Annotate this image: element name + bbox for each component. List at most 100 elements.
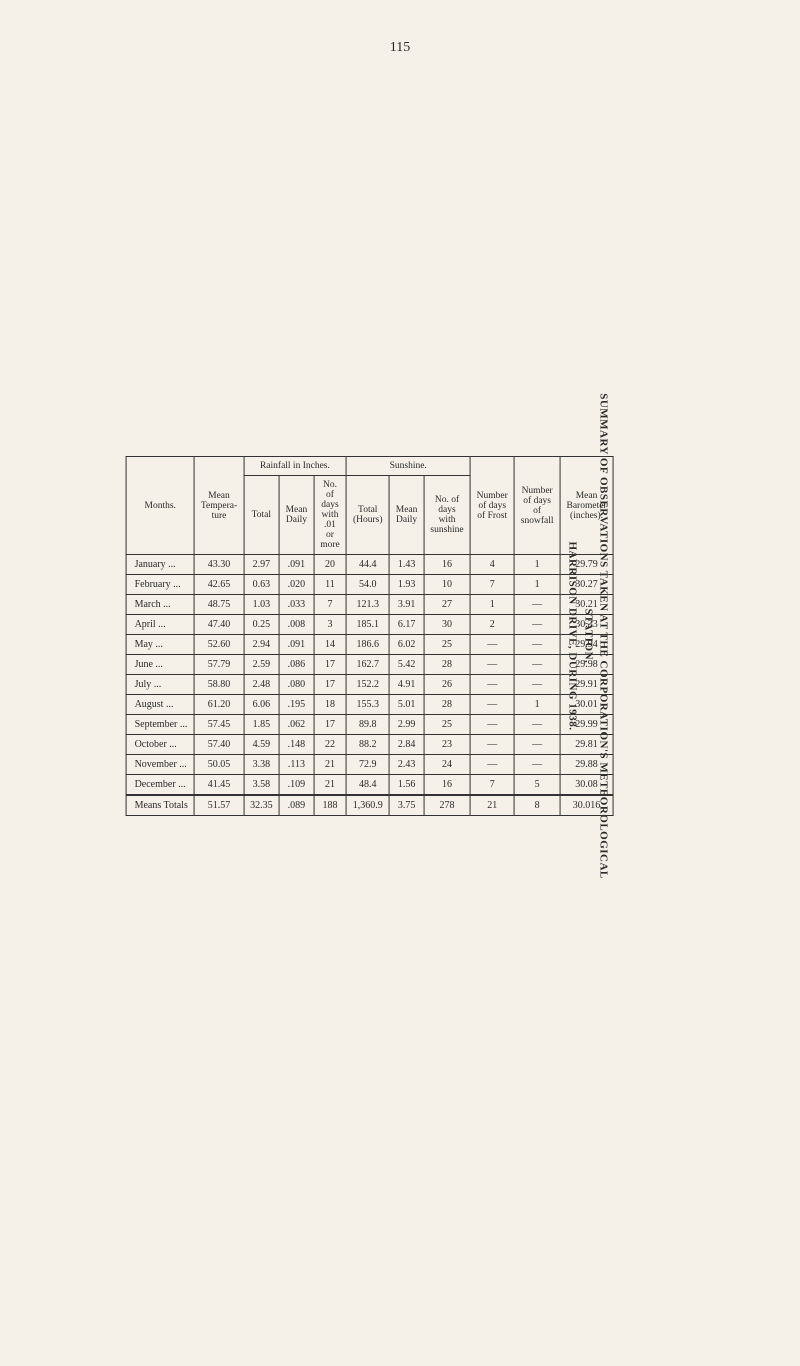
cell-sun_days: 28 (424, 695, 470, 715)
cell-month: April ... (126, 615, 194, 635)
page-number: 115 (60, 40, 740, 56)
col-sun-days: No. of days with sunshine (424, 476, 470, 555)
cell-snow: 5 (514, 775, 560, 796)
cell-month: September ... (126, 715, 194, 735)
table-row: June ...57.792.59.08617162.75.4228——29.9… (126, 655, 613, 675)
cell-frost: — (470, 755, 514, 775)
cell-rf_days: 17 (314, 715, 347, 735)
cell-temp: 57.79 (194, 655, 243, 675)
col-rf-total: Total (243, 476, 279, 555)
cell-rf_days: 14 (314, 635, 347, 655)
cell-rf_daily: .148 (279, 735, 314, 755)
cell-sun_daily: 6.17 (389, 615, 424, 635)
cell-frost: — (470, 655, 514, 675)
cell-rf_total: 3.38 (243, 755, 279, 775)
cell-sun_days: 23 (424, 735, 470, 755)
cell-sun_total: 152.2 (346, 675, 389, 695)
cell-frost: 4 (470, 555, 514, 575)
cell-rf_days: 17 (314, 675, 347, 695)
table-row: March ...48.751.03.0337121.33.91271—30.2… (126, 595, 613, 615)
cell-rf_days: 21 (314, 755, 347, 775)
cell-sun_days: 25 (424, 635, 470, 655)
cell-rf_days: 7 (314, 595, 347, 615)
cell-rf_daily: .109 (279, 775, 314, 796)
table-row: July ...58.802.48.08017152.24.9126——29.9… (126, 675, 613, 695)
cell-sun_daily: 1.93 (389, 575, 424, 595)
cell-snow: — (514, 615, 560, 635)
cell-rf_daily: .089 (279, 795, 314, 816)
cell-rf_total: 2.59 (243, 655, 279, 675)
cell-sun_days: 278 (424, 795, 470, 816)
cell-sun_days: 16 (424, 555, 470, 575)
cell-temp: 52.60 (194, 635, 243, 655)
cell-frost: — (470, 635, 514, 655)
cell-rf_days: 188 (314, 795, 347, 816)
table-row: September ...57.451.85.0621789.82.9925——… (126, 715, 613, 735)
cell-baro: 29.79 (560, 555, 613, 575)
cell-rf_daily: .113 (279, 755, 314, 775)
cell-sun_days: 24 (424, 755, 470, 775)
cell-sun_daily: 6.02 (389, 635, 424, 655)
cell-rf_daily: .091 (279, 635, 314, 655)
cell-rf_total: 4.59 (243, 735, 279, 755)
table-row: January ...43.302.97.0912044.41.43164129… (126, 555, 613, 575)
cell-rf_total: 32.35 (243, 795, 279, 816)
cell-snow: — (514, 595, 560, 615)
cell-frost: 21 (470, 795, 514, 816)
cell-rf_total: 3.58 (243, 775, 279, 796)
col-barometer: Mean Barometer (inches). (560, 457, 613, 555)
cell-baro: 29.81 (560, 735, 613, 755)
cell-sun_daily: 4.91 (389, 675, 424, 695)
cell-snow: 1 (514, 575, 560, 595)
col-months: Months. (126, 457, 194, 555)
cell-rf_daily: .091 (279, 555, 314, 575)
cell-sun_total: 1,360.9 (346, 795, 389, 816)
cell-baro: 29.91 (560, 675, 613, 695)
cell-rf_daily: .080 (279, 675, 314, 695)
cell-temp: 50.05 (194, 755, 243, 775)
cell-temp: 51.57 (194, 795, 243, 816)
cell-rf_days: 11 (314, 575, 347, 595)
cell-sun_total: 121.3 (346, 595, 389, 615)
table-row: November ...50.053.38.1132172.92.4324——2… (126, 755, 613, 775)
cell-temp: 42.65 (194, 575, 243, 595)
cell-rf_days: 17 (314, 655, 347, 675)
cell-frost: — (470, 735, 514, 755)
cell-frost: 7 (470, 575, 514, 595)
col-sun-total: Total (Hours) (346, 476, 389, 555)
cell-temp: 61.20 (194, 695, 243, 715)
col-sun-daily: Mean Daily (389, 476, 424, 555)
cell-month: June ... (126, 655, 194, 675)
cell-baro: 30.21 (560, 595, 613, 615)
cell-rf_days: 18 (314, 695, 347, 715)
cell-sun_days: 10 (424, 575, 470, 595)
col-rf-days: No. of days with .01 or more (314, 476, 347, 555)
cell-sun_days: 26 (424, 675, 470, 695)
cell-sun_total: 162.7 (346, 655, 389, 675)
cell-temp: 43.30 (194, 555, 243, 575)
cell-frost: — (470, 715, 514, 735)
cell-month: November ... (126, 755, 194, 775)
cell-month: Means Totals (126, 795, 194, 816)
cell-snow: — (514, 635, 560, 655)
cell-baro: 29.99 (560, 715, 613, 735)
cell-rf_daily: .086 (279, 655, 314, 675)
cell-sun_total: 155.3 (346, 695, 389, 715)
cell-month: December ... (126, 775, 194, 796)
table-row: October ...57.404.59.1482288.22.8423——29… (126, 735, 613, 755)
cell-frost: — (470, 675, 514, 695)
cell-baro: 29.88 (560, 755, 613, 775)
col-frost: Number of days of Frost (470, 457, 514, 555)
cell-rf_total: 6.06 (243, 695, 279, 715)
cell-frost: 1 (470, 595, 514, 615)
cell-rf_total: 0.25 (243, 615, 279, 635)
cell-snow: — (514, 735, 560, 755)
cell-sun_total: 186.6 (346, 635, 389, 655)
cell-frost: 2 (470, 615, 514, 635)
cell-sun_daily: 5.01 (389, 695, 424, 715)
cell-rf_days: 22 (314, 735, 347, 755)
cell-month: March ... (126, 595, 194, 615)
cell-rf_total: 1.85 (243, 715, 279, 735)
cell-sun_daily: 2.43 (389, 755, 424, 775)
col-mean-temp: Mean Tempera-ture (194, 457, 243, 555)
